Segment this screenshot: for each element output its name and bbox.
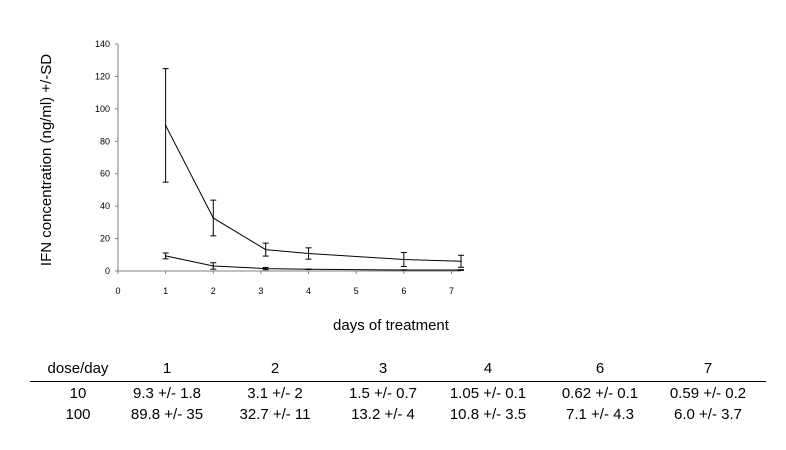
data-point (460, 269, 462, 271)
x-tick-label: 6 (401, 286, 406, 296)
data-point (307, 268, 310, 271)
y-tick-label: 40 (100, 201, 110, 211)
y-tick-label: 120 (95, 71, 110, 81)
table-cell: 2 (270, 360, 280, 377)
data-point (403, 269, 405, 271)
table-cell: 1.05 +/- 0.1 (449, 385, 527, 402)
y-tick-label: 100 (95, 104, 110, 114)
x-axis-ticks: 0 1 2 3 4 5 6 7 (115, 271, 454, 296)
x-tick-label: 5 (354, 286, 359, 296)
x-tick-label: 7 (449, 286, 454, 296)
data-point (460, 260, 462, 263)
data-point (212, 217, 215, 219)
table-cell: 1.5 +/- 0.7 (349, 385, 417, 402)
table-cell: 10.8 +/- 3.5 (449, 406, 527, 423)
table-cell: 4 (483, 360, 493, 377)
table-cell: 3 (378, 360, 388, 377)
series-group (162, 68, 464, 271)
y-tick-label: 0 (105, 266, 110, 276)
x-tick-label: 3 (258, 286, 263, 296)
x-tick-label: 1 (163, 286, 168, 296)
series-1 (162, 252, 464, 271)
x-tick-label: 4 (306, 286, 311, 296)
series-line (165, 125, 462, 262)
y-tick-label: 140 (95, 39, 110, 49)
table-cell: 1 (162, 360, 172, 377)
x-tick-label: 0 (115, 286, 120, 296)
y-axis-ticks: 0 20 40 60 80 100 120 140 (95, 39, 118, 276)
row-label-cell: dose/day (47, 360, 109, 377)
data-point (403, 258, 405, 261)
table-cell: 0.62 +/- 0.1 (561, 385, 639, 402)
table-cell: 89.8 +/- 35 (130, 406, 204, 423)
table-cell: 13.2 +/- 4 (351, 406, 415, 423)
row-label-cell: 10 (69, 385, 87, 402)
data-point (212, 265, 215, 267)
y-tick-label: 60 (100, 169, 110, 179)
y-axis-label: IFN concentration (ng/ml) +/-SD (38, 54, 55, 266)
data-point (307, 252, 310, 255)
y-tick-label: 20 (100, 234, 110, 244)
x-tick-label: 2 (211, 286, 216, 296)
series-2 (162, 68, 464, 268)
table-cell: 7.1 +/- 4.3 (566, 406, 634, 423)
table-cell: 3.1 +/- 2 (247, 385, 303, 402)
line-chart: 0 20 40 60 80 100 120 140 0 1 2 3 4 5 6 7 IFN concentr… (38, 39, 464, 334)
table-row: 10 9.3 +/- 1.8 3.1 +/- 2 1.5 +/- 0.7 1.05 +/… (30, 385, 766, 405)
chart-axes (117, 44, 461, 272)
data-point (164, 124, 167, 127)
table-row: 100 89.8 +/- 35 32.7 +/- 11 13.2 +/- 4 10.8 … (30, 406, 766, 426)
series-line (165, 255, 462, 271)
table-cell: 9.3 +/- 1.8 (133, 385, 201, 402)
table-divider (30, 381, 766, 382)
table-cell: 6 (595, 360, 605, 377)
table-header-row: dose/day 1 2 3 4 6 7 (30, 360, 766, 380)
y-tick-label: 80 (100, 136, 110, 146)
x-axis-label: days of treatment (333, 317, 450, 334)
table-cell: 32.7 +/- 11 (239, 406, 311, 423)
data-point (164, 255, 167, 257)
table-cell: 7 (703, 360, 713, 377)
table-cell: 0.59 +/- 0.2 (669, 385, 747, 402)
row-label-cell: 100 (65, 406, 91, 423)
table-cell: 6.0 +/- 3.7 (674, 406, 742, 423)
data-point (264, 248, 267, 251)
data-point (264, 267, 267, 270)
